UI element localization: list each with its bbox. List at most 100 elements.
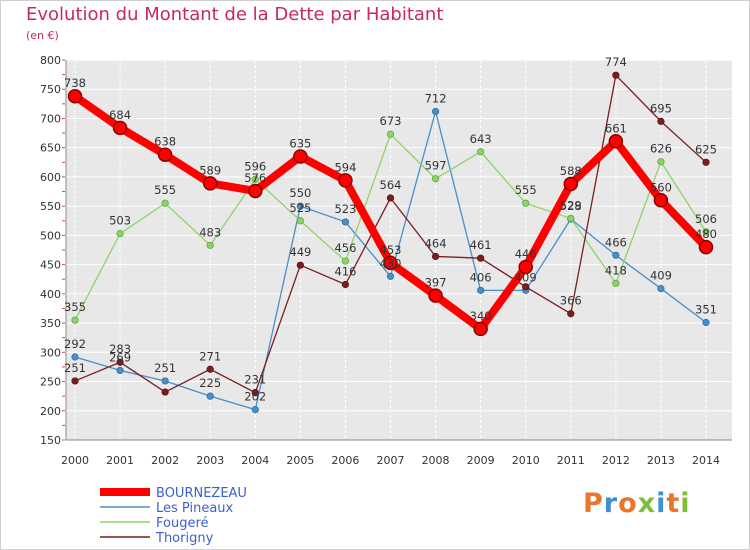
data-point xyxy=(67,88,83,104)
y-tick-label: 150 xyxy=(40,434,61,447)
y-tick-label: 550 xyxy=(40,200,61,213)
data-point xyxy=(657,158,665,166)
y-tick-label: 300 xyxy=(40,346,61,359)
y-tick-label: 350 xyxy=(40,317,61,330)
data-point xyxy=(518,259,533,275)
data-point xyxy=(386,194,395,202)
data-label: 555 xyxy=(515,183,537,197)
data-label: 560 xyxy=(650,180,672,194)
data-point xyxy=(702,158,710,166)
data-label: 409 xyxy=(515,270,537,284)
data-label: 271 xyxy=(199,349,221,363)
x-tick-label: 2003 xyxy=(196,454,224,467)
x-tick-label: 2013 xyxy=(647,454,675,467)
data-label: 673 xyxy=(380,114,402,128)
data-point xyxy=(296,217,304,225)
data-label: 589 xyxy=(199,163,221,177)
data-label: 635 xyxy=(289,136,311,150)
data-label: 774 xyxy=(605,55,627,69)
data-label: 661 xyxy=(605,121,627,135)
data-point xyxy=(251,405,259,414)
data-point xyxy=(522,199,530,207)
data-label: 453 xyxy=(380,243,402,257)
data-point xyxy=(653,193,669,208)
data-label: 397 xyxy=(425,276,447,290)
data-label: 626 xyxy=(650,142,672,156)
y-tick-label: 600 xyxy=(40,171,61,184)
data-label: 418 xyxy=(605,263,627,277)
data-label: 684 xyxy=(109,108,131,122)
logo-letter: i xyxy=(680,488,691,519)
proxiti-logo: Proxiti xyxy=(583,488,691,519)
data-label: 225 xyxy=(199,376,221,390)
x-tick-label: 2002 xyxy=(151,454,179,467)
data-label: 231 xyxy=(244,373,266,387)
legend-label: Les Pineaux xyxy=(156,501,234,516)
data-point xyxy=(612,279,620,287)
data-label: 449 xyxy=(289,245,311,259)
data-point xyxy=(251,175,259,183)
x-tick-label: 2005 xyxy=(286,454,314,467)
data-point xyxy=(293,149,308,164)
data-point xyxy=(251,389,259,397)
data-label: 292 xyxy=(64,337,86,351)
data-point xyxy=(206,241,214,249)
data-point xyxy=(702,228,710,236)
data-label: 351 xyxy=(695,302,717,316)
data-label: 461 xyxy=(470,238,492,252)
y-tick-label: 450 xyxy=(40,259,61,272)
data-label: 483 xyxy=(199,225,221,239)
data-point xyxy=(608,134,624,149)
logo-letter: i xyxy=(656,488,667,519)
x-tick-label: 2001 xyxy=(106,454,134,467)
data-point xyxy=(431,175,440,183)
x-tick-label: 2000 xyxy=(61,454,89,467)
data-label: 283 xyxy=(109,342,131,356)
y-tick-label: 250 xyxy=(40,376,61,389)
data-label: 625 xyxy=(695,142,717,156)
data-point xyxy=(522,283,530,291)
y-tick-label: 700 xyxy=(40,112,61,125)
data-label: 695 xyxy=(650,101,672,115)
x-tick-label: 2012 xyxy=(602,454,630,467)
data-point xyxy=(477,148,485,156)
x-tick-label: 2007 xyxy=(377,454,405,467)
legend-label: Thorigny xyxy=(155,531,214,546)
data-point xyxy=(428,288,443,303)
data-point xyxy=(296,202,304,210)
data-label: 523 xyxy=(334,202,356,216)
y-tick-label: 800 xyxy=(40,54,61,67)
data-label: 738 xyxy=(64,76,86,90)
data-point xyxy=(116,230,124,238)
data-label: 550 xyxy=(289,186,311,200)
y-tick-label: 200 xyxy=(40,405,61,418)
data-point xyxy=(567,310,575,318)
data-point xyxy=(296,261,304,269)
data-label: 506 xyxy=(695,212,717,226)
y-tick-label: 400 xyxy=(40,288,61,301)
data-point xyxy=(206,365,214,373)
data-label: 464 xyxy=(425,236,447,250)
data-label: 643 xyxy=(470,132,492,146)
logo-letter: x xyxy=(637,488,657,519)
data-point xyxy=(248,183,263,199)
legend-label: BOURNEZEAU xyxy=(156,486,247,501)
data-point xyxy=(657,284,665,293)
data-label: 251 xyxy=(154,361,176,375)
data-point xyxy=(612,251,620,259)
data-point xyxy=(473,321,488,337)
data-point xyxy=(161,388,169,396)
x-tick-label: 2010 xyxy=(512,454,540,467)
data-label: 528 xyxy=(560,199,582,213)
y-tick-label: 500 xyxy=(40,229,61,242)
data-point xyxy=(338,173,353,188)
chart-title: Evolution du Montant de la Dette par Hab… xyxy=(26,4,444,25)
data-label: 480 xyxy=(695,227,717,241)
data-label: 555 xyxy=(154,183,176,197)
data-point xyxy=(477,286,485,294)
x-tick-label: 2004 xyxy=(241,454,269,467)
logo-letter: t xyxy=(666,488,681,519)
data-point xyxy=(157,147,173,162)
data-point xyxy=(431,107,440,116)
